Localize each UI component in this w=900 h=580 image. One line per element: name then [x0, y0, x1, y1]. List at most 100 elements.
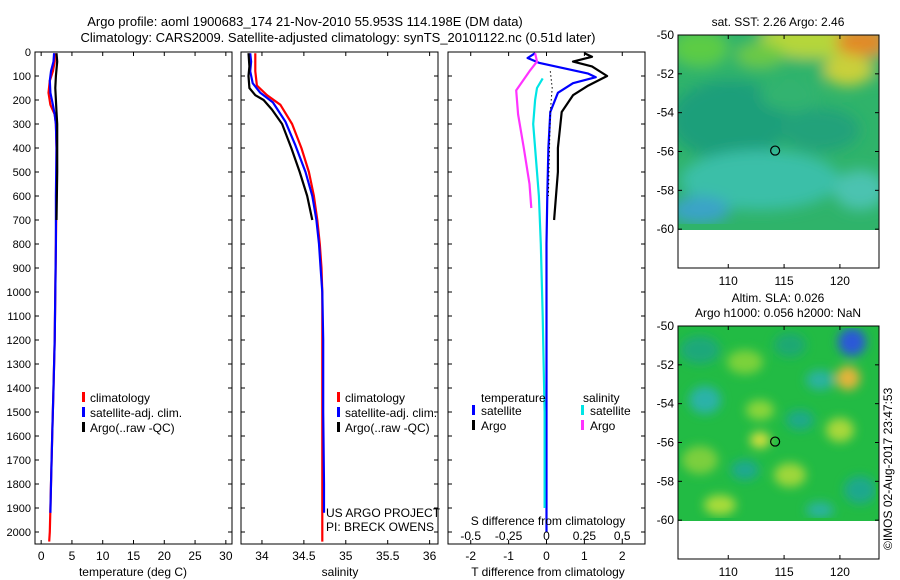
map-ytick-label: -60	[657, 222, 675, 236]
salinity-y-axis	[241, 51, 438, 533]
map-ytick-label: -50	[657, 28, 675, 42]
map-ytick-label: -56	[657, 145, 675, 159]
depth-tick-label: 1800	[7, 479, 31, 491]
map-ytick-label: -60	[657, 513, 675, 527]
sal-series-line	[247, 53, 314, 221]
difference-panel: -2 -1 0 1 2 S difference from climatology -0…	[447, 51, 646, 579]
difference-secondary-x-axis: -0.5 -0.25 0 0.25 0.5	[460, 529, 631, 543]
credit-pi: PI: BRECK OWENS	[326, 520, 434, 534]
map-xtick-label: 110	[719, 274, 738, 288]
legend-swatch	[82, 407, 85, 417]
depth-tick-label: 1700	[7, 455, 31, 467]
difference-legend: temperaturesatelliteArgosalinitysatellit…	[472, 391, 631, 433]
credit-imos: ©IMOS 02-Aug-2017 23:47:53	[881, 387, 895, 550]
sst-no-data-area	[678, 230, 879, 268]
diff-series-line	[532, 77, 546, 508]
map-xtick-label: 115	[775, 565, 794, 579]
sst-map-title: sat. SST: 2.26 Argo: 2.46	[712, 15, 845, 29]
temp-xtick-label: 0	[38, 549, 45, 563]
legend-group-title: salinity	[583, 391, 620, 405]
legend-label: satellite-adj. clim.	[345, 406, 437, 420]
diff-series-line	[526, 52, 597, 532]
temp-xtick-label: 10	[96, 549, 110, 563]
depth-tick-label: 700	[13, 215, 31, 227]
legend-swatch	[337, 392, 340, 402]
depth-tick-label: 1200	[7, 335, 31, 347]
legend-label: satellite-adj. clim.	[90, 406, 182, 420]
legend-label: Argo(..raw -QC)	[345, 421, 430, 435]
depth-tick-label: 1400	[7, 383, 31, 395]
salinity-plot-frame	[240, 51, 439, 545]
diff-xtick-label: -1	[503, 549, 514, 563]
figure-title-line2: Climatology: CARS2009. Satellite-adjuste…	[81, 30, 596, 45]
temperature-x-axis: 0 5 10 15 20 25 30	[38, 52, 233, 563]
depth-tick-label: 1600	[7, 431, 31, 443]
legend-swatch	[472, 405, 475, 415]
diff-xtick-label: 0	[543, 549, 550, 563]
temperature-y-axis: 0 100 200 300 400 500 600 700 800 900 1000 1100 1200…	[7, 47, 232, 539]
legend-label: satellite	[590, 404, 631, 418]
figure-title-line1: Argo profile: aoml 1900683_174 21-Nov-20…	[87, 14, 523, 29]
secondary-xtick-label: -0.5	[460, 529, 481, 543]
secondary-xtick-label: 0.5	[614, 529, 631, 543]
sla-map-panel: Altim. SLA: 0.026 Argo h1000: 0.056 h200…	[657, 291, 880, 579]
depth-tick-label: 300	[13, 119, 31, 131]
temp-series-line	[54, 53, 59, 221]
map-xtick-label: 120	[830, 565, 850, 579]
depth-tick-label: 800	[13, 239, 31, 251]
temp-series-line	[48, 53, 58, 513]
legend-label: Argo(..raw -QC)	[90, 421, 175, 435]
temperature-panel: 0100200300400500600700800900100011001200…	[7, 47, 233, 579]
legend-group-title: temperature	[481, 391, 546, 405]
legend-swatch	[337, 407, 340, 417]
map-xtick-label: 110	[719, 565, 738, 579]
depth-tick-label: 100	[13, 71, 31, 83]
legend-label: Argo	[590, 419, 616, 433]
map-ytick-label: -58	[657, 474, 675, 488]
legend-label: Argo	[481, 419, 507, 433]
secondary-xtick-label: 0.25	[573, 529, 597, 543]
depth-tick-label: 400	[13, 143, 31, 155]
salinity-panel: 34 34.5 35 35.5 36 salinity climatologysatel…	[240, 51, 441, 579]
difference-y-axis	[448, 51, 645, 533]
sla-heatmap	[678, 326, 879, 521]
map-ytick-label: -56	[657, 436, 675, 450]
map-ytick-label: -52	[657, 67, 675, 81]
legend-label: climatology	[345, 391, 405, 405]
temp-xtick-label: 30	[219, 549, 233, 563]
sla-map-title-line2: Argo h1000: 0.056 h2000: NaN	[695, 306, 861, 320]
legend-label: satellite	[481, 404, 522, 418]
sal-xtick-label: 35.5	[376, 549, 400, 563]
sla-map-title-line1: Altim. SLA: 0.026	[732, 291, 825, 305]
secondary-xtick-label: -0.25	[495, 529, 523, 543]
sst-map-panel: sat. SST: 2.26 Argo: 2.46 -50-52-54-56-5…	[657, 15, 880, 288]
map-ytick-label: -58	[657, 183, 675, 197]
difference-x2-label: S difference from climatology	[471, 514, 626, 528]
sal-xtick-label: 34.5	[292, 549, 316, 563]
temperature-x-label: temperature (deg C)	[79, 565, 187, 579]
depth-tick-label: 1000	[7, 287, 31, 299]
legend-swatch	[581, 405, 584, 415]
map-ytick-label: -52	[657, 358, 675, 372]
diff-xtick-label: 1	[581, 549, 588, 563]
sal-xtick-label: 35	[339, 549, 353, 563]
temp-xtick-label: 20	[158, 549, 172, 563]
salinity-series-group	[247, 53, 326, 542]
credit-project: US ARGO PROJECT	[326, 506, 441, 520]
secondary-xtick-label: 0	[543, 529, 550, 543]
legend-swatch	[82, 392, 85, 402]
legend-swatch	[472, 420, 475, 430]
temperature-series-group	[47, 53, 59, 542]
diff-series-line	[553, 52, 609, 221]
salinity-x-label: salinity	[322, 565, 359, 579]
map-xtick-label: 120	[830, 274, 850, 288]
depth-tick-label: 900	[13, 263, 31, 275]
temp-xtick-label: 15	[127, 549, 141, 563]
temp-xtick-label: 25	[188, 549, 202, 563]
diff-xtick-label: -2	[465, 549, 476, 563]
depth-tick-label: 1300	[7, 359, 31, 371]
sal-series-line	[249, 53, 326, 513]
legend-swatch	[581, 420, 584, 430]
